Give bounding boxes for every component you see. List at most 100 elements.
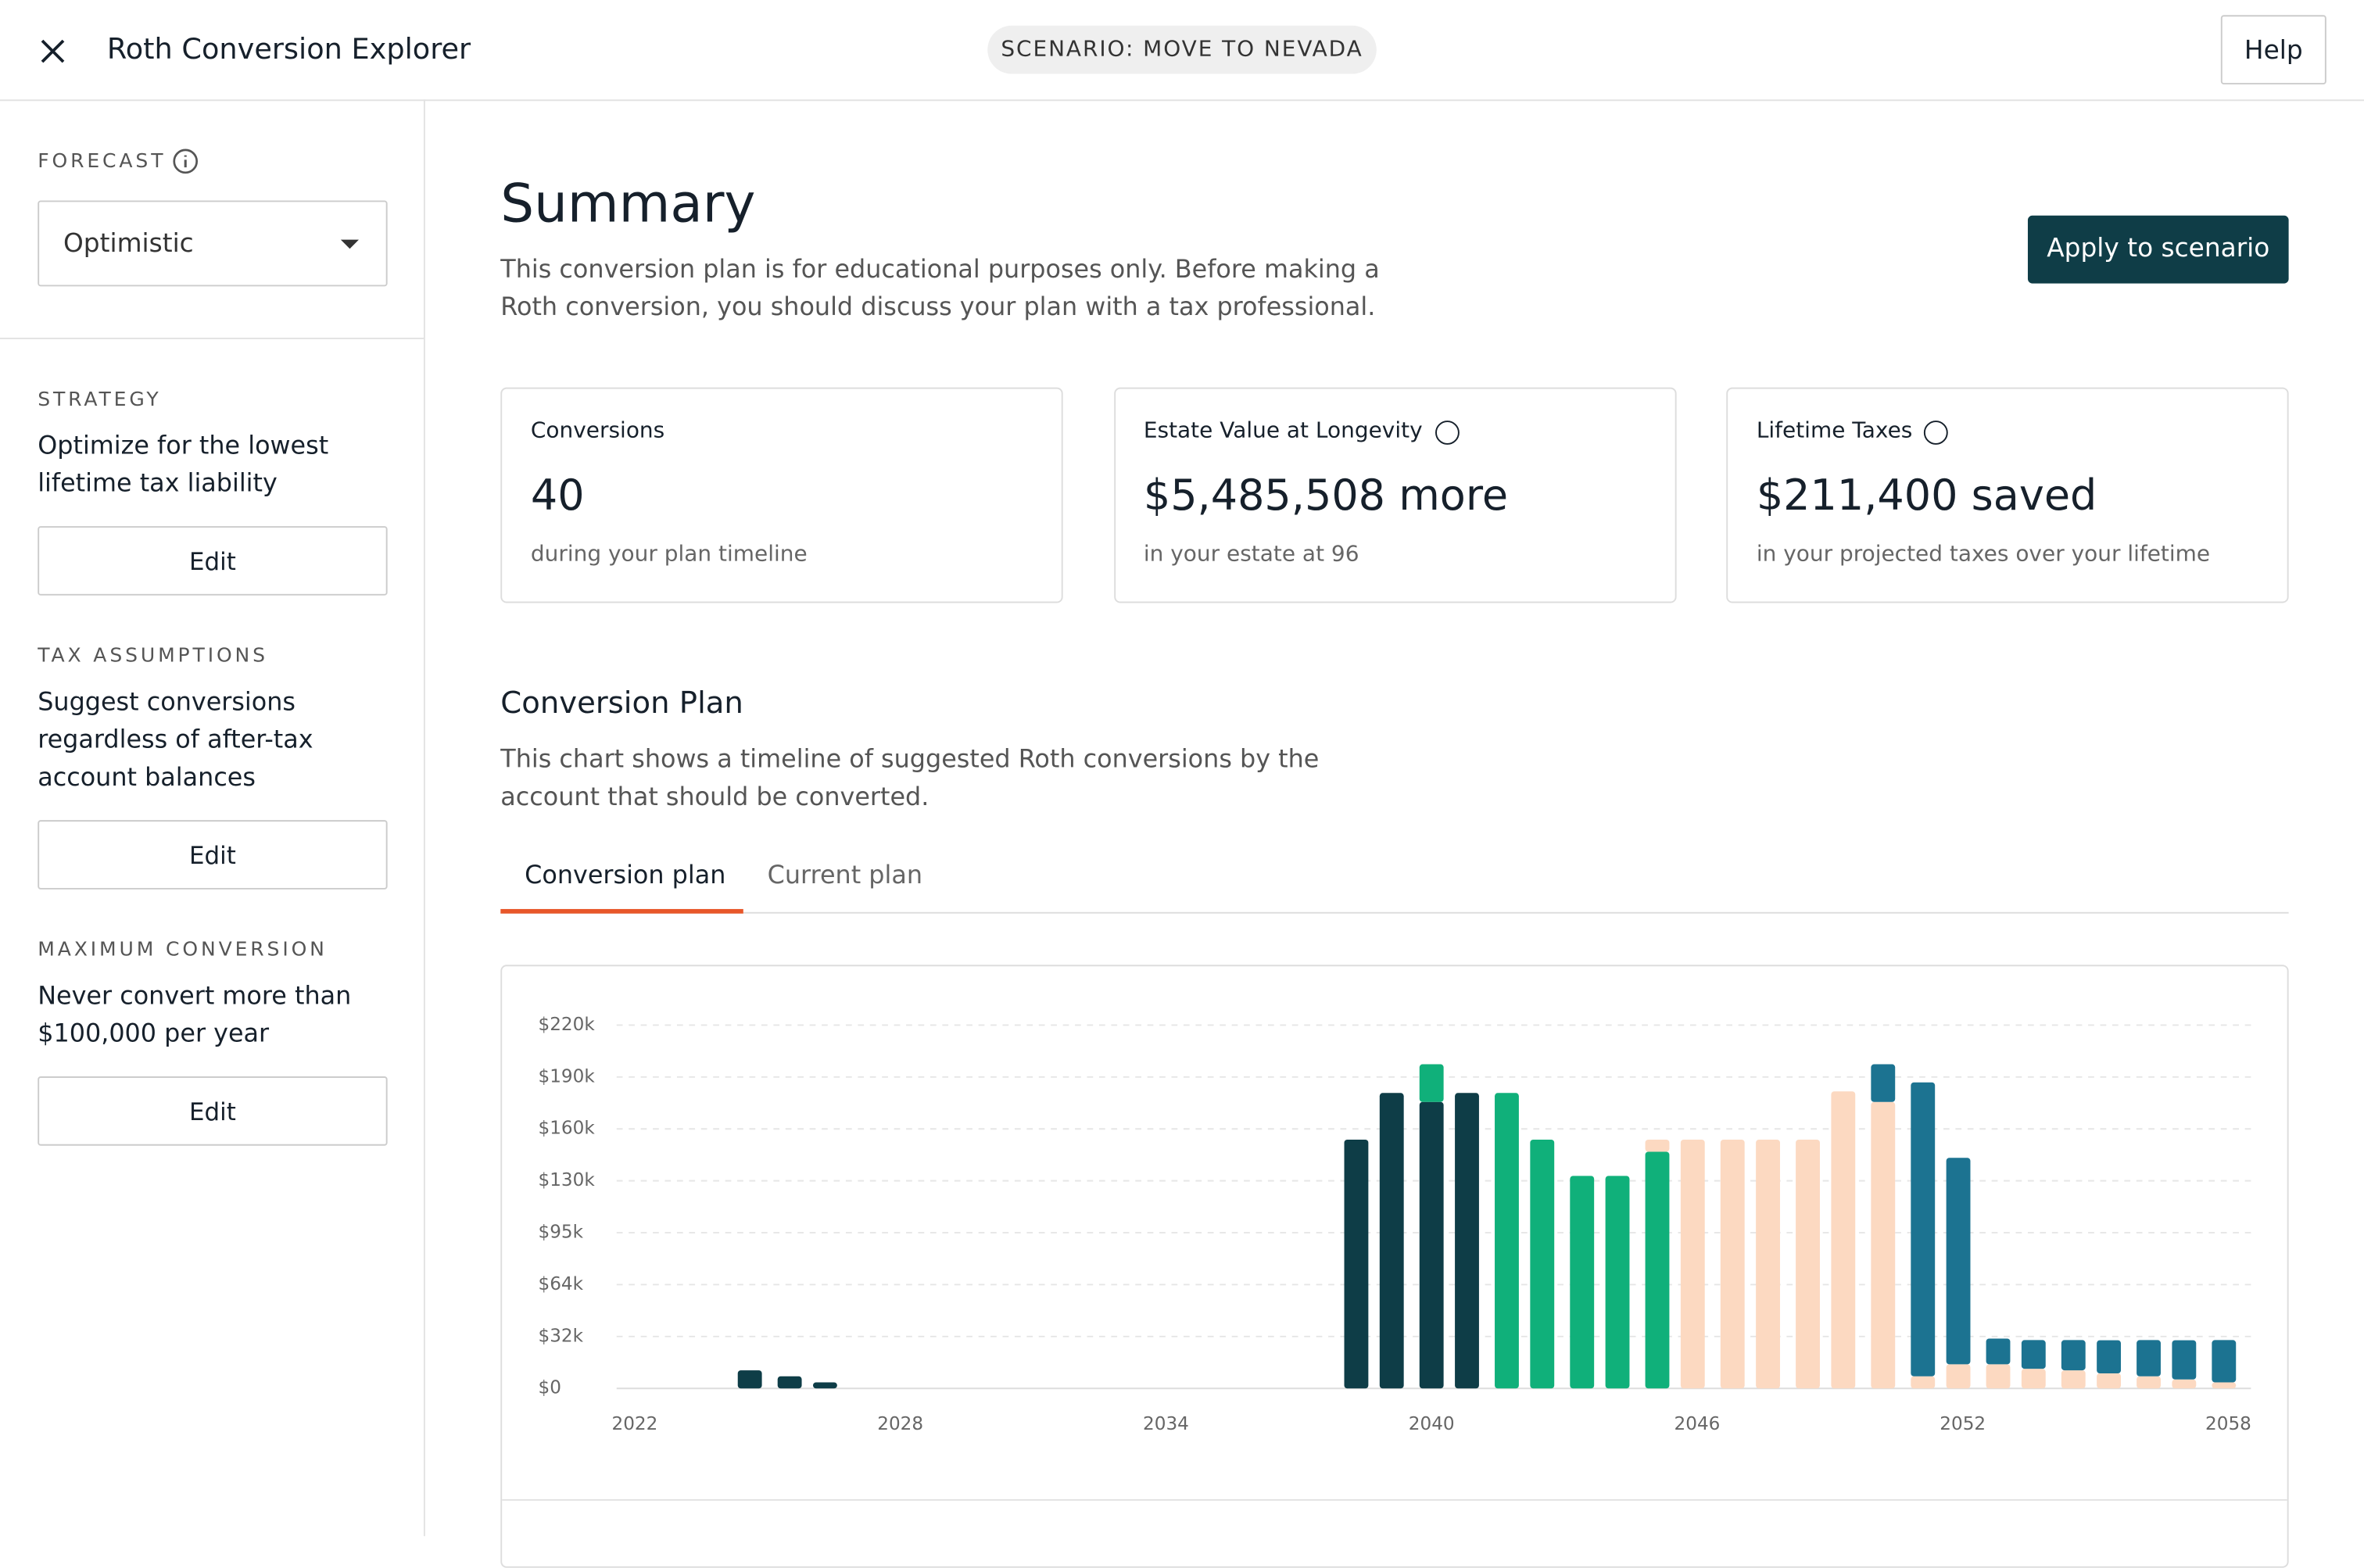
apply-button[interactable]: Apply to scenario xyxy=(2027,215,2289,284)
bar-segment xyxy=(2097,1340,2122,1374)
bar-segment xyxy=(2021,1369,2046,1389)
section-text: Never convert more than $100,000 per yea… xyxy=(38,981,352,1048)
bar-segment xyxy=(2061,1370,2086,1389)
tabs-rule xyxy=(500,911,2289,914)
tab[interactable]: Current plan xyxy=(767,861,923,890)
header xyxy=(0,0,2364,102)
card-label: Estate Value at Longevity xyxy=(1143,419,1423,444)
bar-segment xyxy=(2137,1340,2161,1376)
y-tick-label: $32k xyxy=(539,1326,584,1346)
bar-segment xyxy=(1911,1376,1936,1389)
x-tick-label: 2058 xyxy=(2205,1414,2251,1434)
tab-underline xyxy=(500,908,743,914)
bar-segment xyxy=(2172,1340,2197,1380)
card xyxy=(1726,387,2289,603)
bar-segment xyxy=(1946,1364,1971,1389)
bar-segment xyxy=(1796,1140,1820,1389)
card-note: in your estate at 96 xyxy=(1143,542,1359,567)
bar-segment xyxy=(1831,1091,1856,1389)
card-note: during your plan timeline xyxy=(530,542,808,567)
y-tick-label: $220k xyxy=(539,1015,596,1035)
plan-text: This chart shows a timeline of suggested… xyxy=(500,744,1320,811)
card-value: 40 xyxy=(530,470,585,521)
bar-segment xyxy=(1720,1140,1745,1389)
card-value: $211,400 saved xyxy=(1756,470,2097,521)
bar-segment xyxy=(2137,1376,2161,1389)
summary-title: Summary xyxy=(500,174,756,235)
bar-segment xyxy=(1911,1082,1936,1376)
bar-segment xyxy=(2212,1382,2237,1389)
x-tick-label: 2040 xyxy=(1409,1414,1455,1434)
edit-button[interactable]: Edit xyxy=(38,526,388,596)
bar-segment xyxy=(1530,1140,1555,1389)
bar-segment xyxy=(777,1376,802,1389)
x-tick-label: 2034 xyxy=(1143,1414,1189,1434)
x-tick-label: 2022 xyxy=(612,1414,658,1434)
bar-segment xyxy=(1756,1140,1780,1389)
y-tick-label: $95k xyxy=(539,1223,584,1243)
help-icon[interactable] xyxy=(1923,421,1948,445)
card xyxy=(1113,387,1676,603)
bar-segment xyxy=(1645,1140,1670,1152)
bar-segment xyxy=(1495,1093,1519,1389)
edit-button[interactable]: Edit xyxy=(38,820,388,890)
close-icon[interactable] xyxy=(39,38,66,65)
sidebar-divider xyxy=(423,99,425,1537)
card-label: Conversions xyxy=(530,419,665,444)
bar-segment xyxy=(1986,1338,2011,1365)
edit-button[interactable]: Edit xyxy=(38,1076,388,1146)
section-label: MAXIMUM CONVERSION xyxy=(38,939,328,962)
bar-segment xyxy=(2061,1340,2086,1371)
help-button[interactable]: Help xyxy=(2220,15,2326,85)
bar-segment xyxy=(1680,1140,1705,1389)
card-value: $5,485,508 more xyxy=(1143,470,1509,521)
section-label: STRATEGY xyxy=(38,388,162,412)
bar-segment xyxy=(1419,1101,1444,1389)
y-tick-label: $0 xyxy=(539,1378,561,1398)
x-tick-label: 2052 xyxy=(1940,1414,1986,1434)
bar-segment xyxy=(1645,1151,1670,1389)
bar-segment xyxy=(1419,1064,1444,1102)
section-text: Optimize for the lowest lifetime tax lia… xyxy=(38,431,329,498)
bar-segment xyxy=(1871,1064,1896,1102)
bar-segment xyxy=(1570,1176,1595,1389)
y-tick-label: $64k xyxy=(539,1274,584,1294)
bar-segment xyxy=(737,1370,762,1389)
bar-segment xyxy=(1946,1158,1971,1365)
bar-segment xyxy=(2021,1340,2046,1369)
scenario-pill: SCENARIO: MOVE TO NEVADA xyxy=(987,25,1377,74)
card-label: Lifetime Taxes xyxy=(1756,419,1913,444)
section-label: TAX ASSUMPTIONS xyxy=(38,645,268,668)
sidebar-separator xyxy=(0,338,424,339)
x-tick-label: 2046 xyxy=(1674,1414,1721,1434)
bar-segment xyxy=(813,1382,837,1389)
tab-active[interactable]: Conversion plan xyxy=(525,861,726,890)
card xyxy=(500,387,1063,603)
plan-title: Conversion Plan xyxy=(500,684,743,721)
help-icon[interactable] xyxy=(1435,421,1459,445)
bar-segment xyxy=(2172,1379,2197,1389)
bar-segment xyxy=(1871,1101,1896,1389)
summary-text: This conversion plan is for educational … xyxy=(500,254,1380,321)
forecast-select[interactable]: Optimistic xyxy=(38,200,388,287)
y-tick-label: $160k xyxy=(539,1119,596,1139)
bar-segment xyxy=(2097,1373,2122,1389)
x-tick-label: 2028 xyxy=(877,1414,923,1434)
bar-segment xyxy=(1605,1176,1630,1389)
info-icon[interactable] xyxy=(172,148,199,175)
chart: $0 $32k $64k $95k $130k $160k $190k $220k 2022 20… xyxy=(502,1015,2287,1501)
dropdown-caret xyxy=(340,239,360,249)
app-title: Roth Conversion Explorer xyxy=(106,33,471,66)
bar-segment xyxy=(1455,1093,1479,1389)
bar-segment xyxy=(1344,1140,1369,1389)
y-tick-label: $190k xyxy=(539,1066,596,1087)
section-text: Suggest conversions regardless of after-… xyxy=(38,687,313,792)
bar-segment xyxy=(1986,1364,2011,1389)
bar-segment xyxy=(1379,1093,1404,1389)
forecast-label: FORECAST xyxy=(38,150,167,174)
bar-segment xyxy=(2212,1340,2237,1383)
card-note: in your projected taxes over your lifeti… xyxy=(1756,542,2211,567)
